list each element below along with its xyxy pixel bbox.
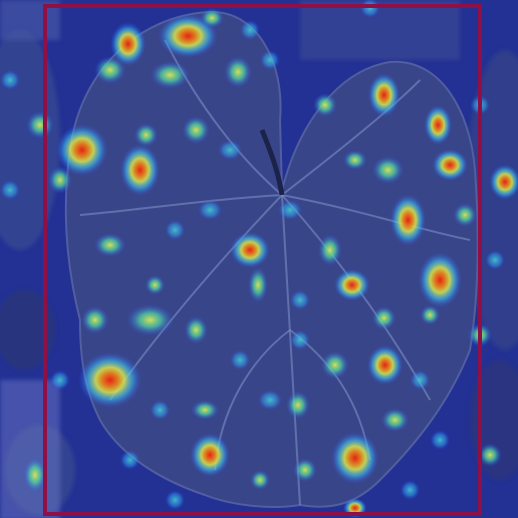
- bounding-box: [43, 4, 482, 516]
- leaf: [64, 10, 479, 508]
